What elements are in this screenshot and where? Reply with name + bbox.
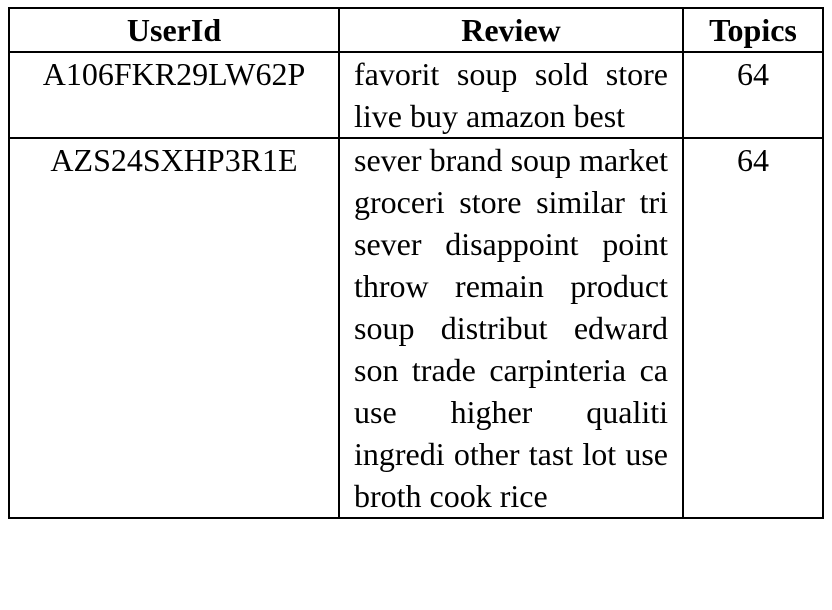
header-userid: UserId	[8, 7, 340, 53]
topics-cell: 64	[682, 137, 824, 519]
table-row: A106FKR29LW62P favorit soup sold store l…	[8, 51, 824, 139]
review-cell: favorit soup sold store live buy ama­zon…	[338, 51, 684, 139]
table-header-row: UserId Review Topics	[8, 7, 824, 53]
review-topics-table: UserId Review Topics A106FKR29LW62P favo…	[8, 7, 824, 519]
review-cell: sever brand soup market groceri store si…	[338, 137, 684, 519]
header-topics: Topics	[682, 7, 824, 53]
header-review: Review	[338, 7, 684, 53]
userid-cell: A106FKR29LW62P	[8, 51, 340, 139]
userid-cell: AZS24SXHP3R1E	[8, 137, 340, 519]
topics-cell: 64	[682, 51, 824, 139]
table-row: AZS24SXHP3R1E sever brand soup market gr…	[8, 137, 824, 519]
